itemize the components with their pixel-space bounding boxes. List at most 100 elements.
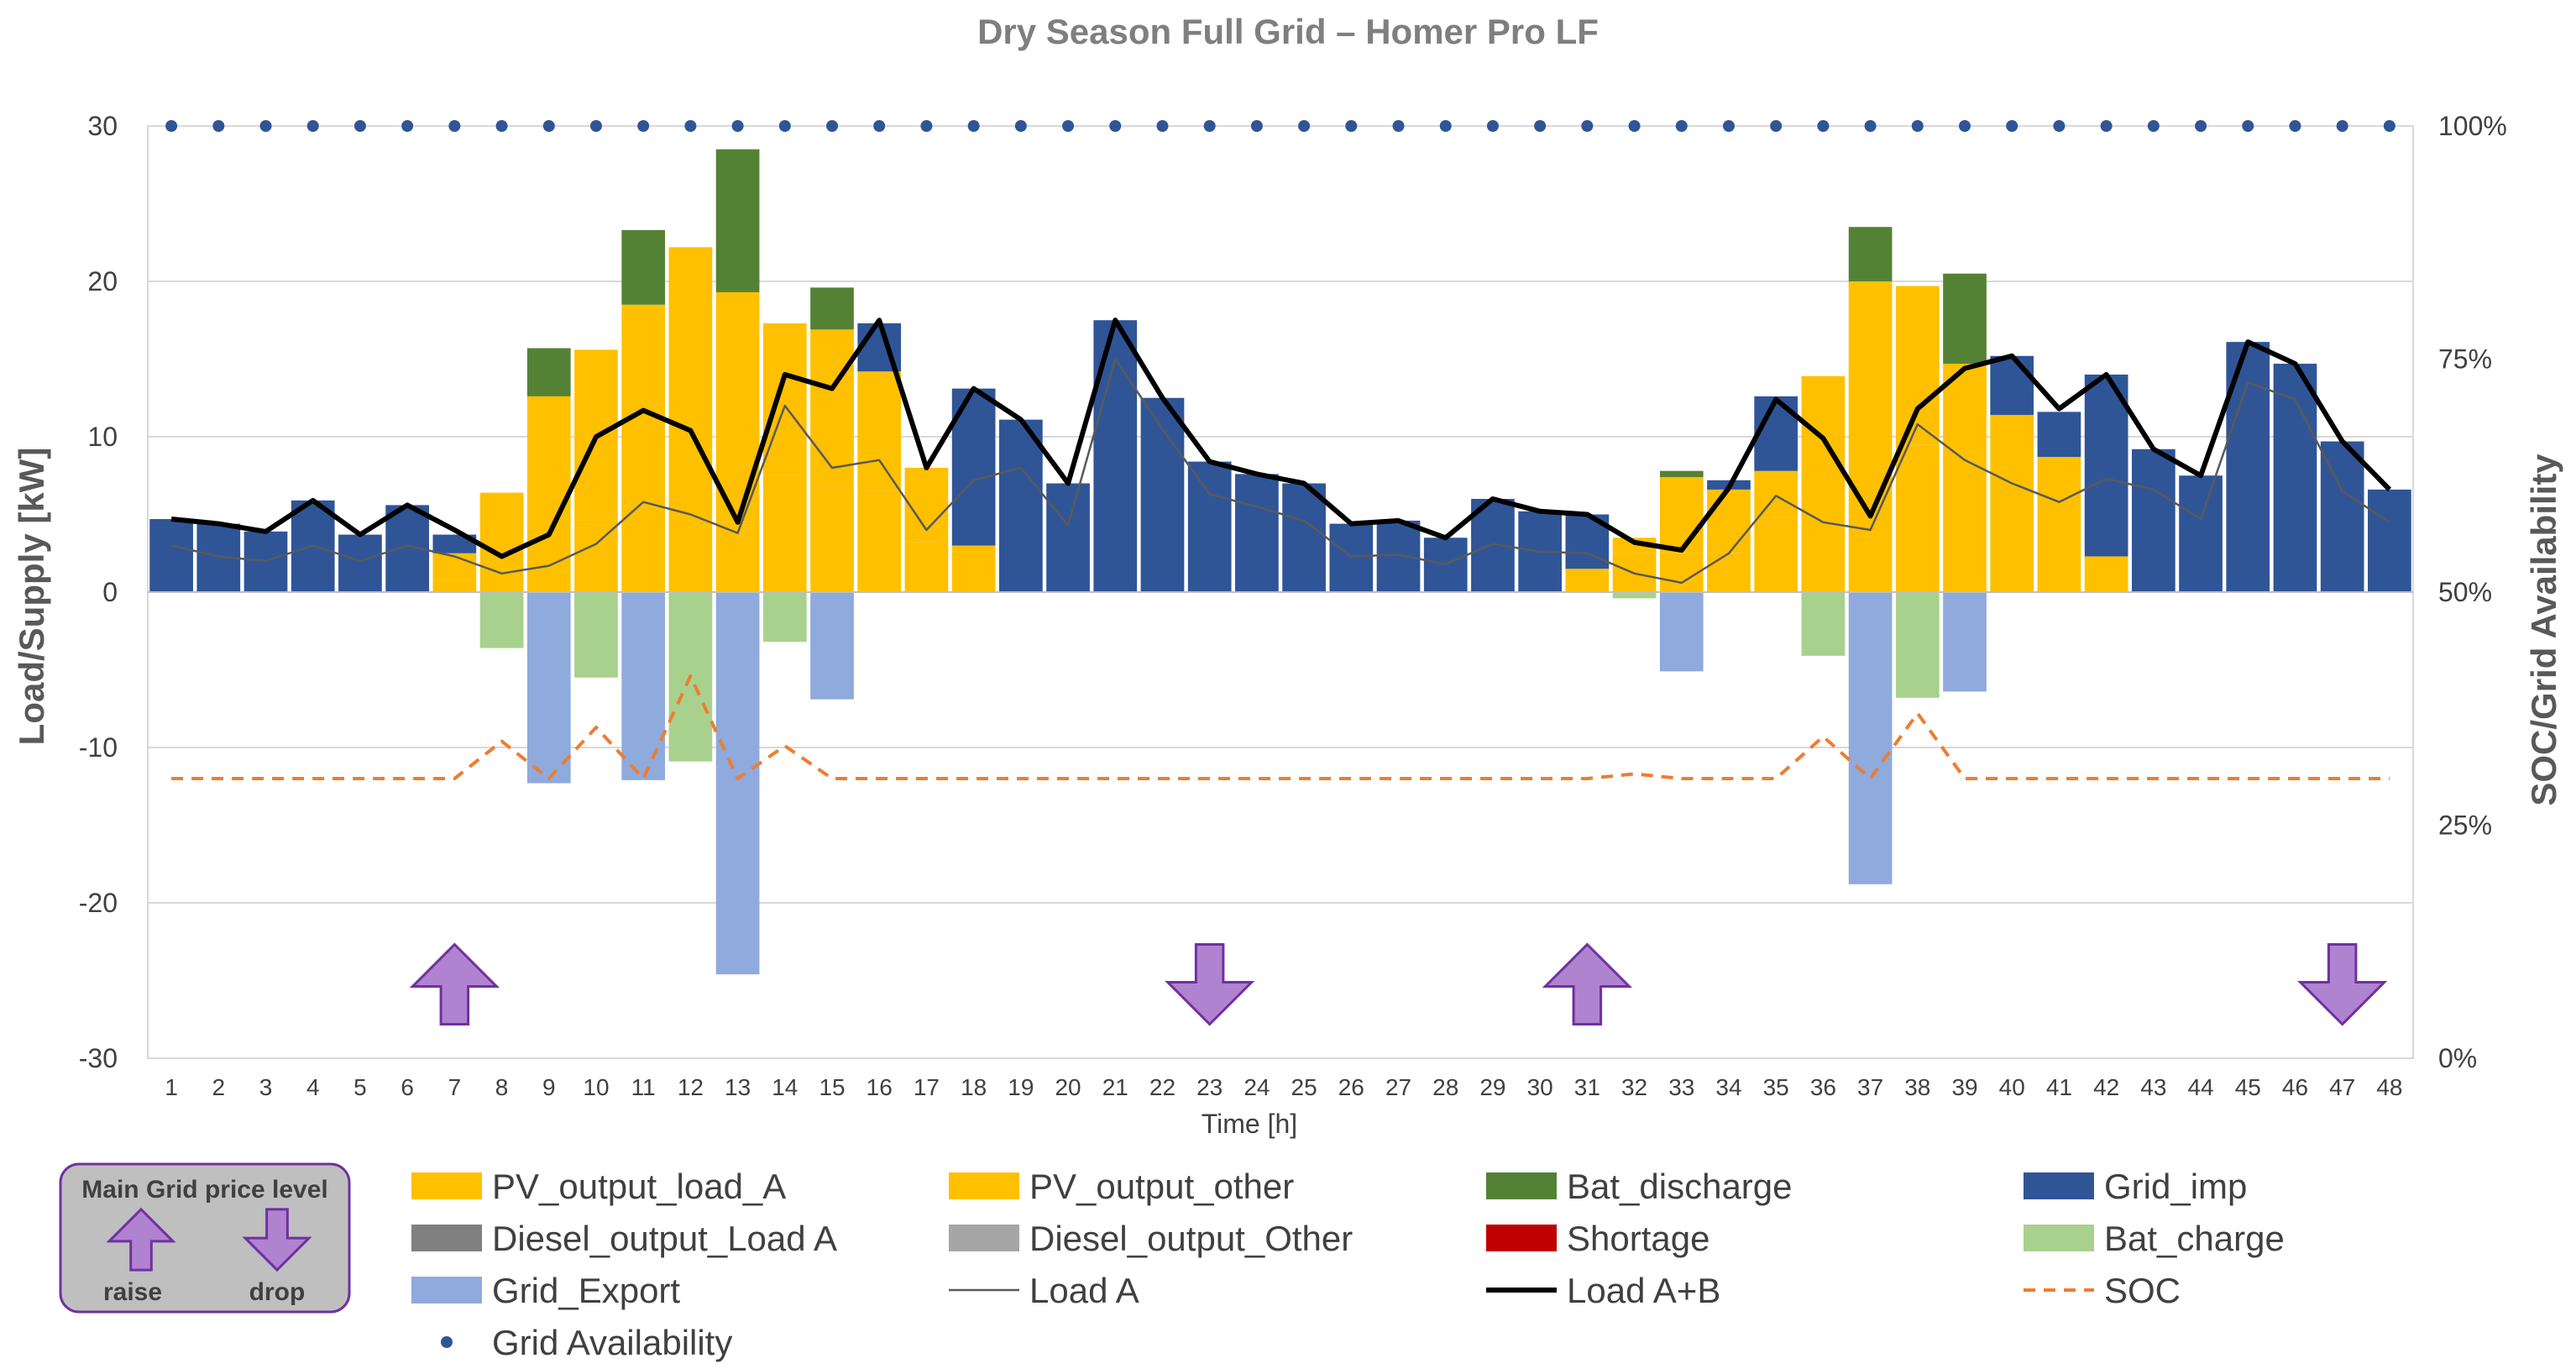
inset-box: [59, 1162, 351, 1314]
y2-tick-label: 50%: [2438, 577, 2492, 607]
x-tick-label: 12: [678, 1074, 704, 1100]
bar-pv-output-other: [1659, 477, 1704, 553]
bar-bat-discharge: [1848, 227, 1893, 281]
grid-availability-marker: [1062, 120, 1075, 132]
legend-label: SOC: [2104, 1271, 2181, 1310]
bar-pv-output-load-a: [762, 475, 807, 592]
grid-availability-marker: [1486, 120, 1499, 132]
grid-availability-marker: [2053, 120, 2066, 132]
legend-swatch: [411, 1277, 482, 1303]
x-tick-label: 14: [772, 1074, 798, 1100]
legend-label: Diesel_output_Other: [1029, 1219, 1353, 1258]
grid-availability-marker: [778, 120, 791, 132]
bar-grid-imp: [1990, 355, 2034, 416]
x-tick-label: 10: [583, 1074, 609, 1100]
legend-label: Shortage: [1567, 1219, 1709, 1258]
legend-swatch: [411, 1172, 482, 1199]
y2-axis-label: SOC/Grid Availability: [2524, 454, 2563, 806]
bar-pv-output-load-a: [1848, 545, 1893, 592]
bar-grid-imp: [1282, 483, 1326, 592]
x-tick-label: 33: [1668, 1074, 1694, 1100]
bar-pv-output-load-a: [810, 486, 854, 592]
legend-label: PV_output_load_A: [492, 1167, 786, 1206]
bar-pv-output-load-a: [621, 506, 666, 592]
inset-drop-arrow-icon: [242, 1208, 312, 1272]
bar-grid-export: [1943, 592, 1987, 692]
bar-pv-output-other: [1707, 489, 1751, 553]
legend-swatch: [1486, 1172, 1557, 1199]
grid-availability-marker: [873, 120, 886, 132]
bar-pv-output-load-a: [574, 520, 618, 592]
grid-availability-marker: [2383, 120, 2395, 132]
bar-pv-output-other: [810, 329, 854, 487]
inset-raise-label: raise: [103, 1278, 162, 1306]
x-tick-label: 8: [495, 1074, 509, 1100]
bar-pv-output-other: [1848, 281, 1893, 546]
grid-availability-marker: [967, 120, 980, 132]
legend-swatch: [411, 1225, 482, 1251]
x-tick-label: 34: [1715, 1074, 1741, 1100]
legend-swatch: [949, 1172, 1019, 1199]
bar-pv-output-other: [526, 396, 571, 535]
grid-availability-marker: [731, 120, 744, 132]
x-tick-label: 29: [1479, 1074, 1505, 1100]
x-tick-label: 44: [2187, 1074, 2213, 1100]
x-tick-label: 47: [2329, 1074, 2355, 1100]
price-level-inset: Main Grid price level raise drop: [59, 1162, 351, 1314]
y-tick-label: 20: [87, 266, 118, 296]
x-tick-label: 38: [1904, 1074, 1930, 1100]
x-tick-label: 17: [914, 1074, 940, 1100]
bar-pv-output-load-a: [668, 514, 713, 592]
price-drop-arrow-icon: [2297, 943, 2388, 1026]
bar-pv-output-other: [432, 553, 477, 580]
inset-title: Main Grid price level: [81, 1176, 327, 1204]
legend-item: Diesel_output_Load A: [411, 1219, 837, 1258]
grid-availability-marker: [1959, 120, 1971, 132]
bar-pv-output-other: [1754, 470, 1798, 518]
grid-availability-marker: [1817, 120, 1830, 132]
legend-item: Load A: [949, 1271, 1139, 1310]
grid-availability-marker: [353, 120, 366, 132]
bar-pv-output-load-a: [904, 542, 949, 592]
bar-grid-export: [1659, 592, 1704, 672]
bar-pv-output-other: [1990, 415, 2034, 468]
legend-item: Shortage: [1486, 1219, 1709, 1258]
x-tick-label: 16: [867, 1074, 893, 1100]
bar-grid-imp: [1187, 461, 1232, 592]
bar-grid-imp: [2273, 364, 2317, 592]
x-tick-label: 13: [725, 1074, 751, 1100]
bar-grid-export: [621, 592, 666, 780]
x-tick-label: 37: [1857, 1074, 1883, 1100]
line-soc: [171, 674, 2390, 780]
legend-label: Bat_discharge: [1567, 1167, 1793, 1206]
grid-availability-marker: [2100, 120, 2113, 132]
grid-availability-marker: [448, 120, 461, 132]
bar-grid-export: [526, 592, 571, 784]
bar-pv-output-load-a: [2084, 556, 2128, 592]
bar-pv-output-load-a: [526, 534, 571, 592]
grid-availability-marker: [165, 120, 178, 132]
legend-swatch: [1486, 1225, 1557, 1251]
grid-availability-marker: [1109, 120, 1122, 132]
grid-availability-marker: [1581, 120, 1594, 132]
bar-bat-discharge: [810, 287, 854, 330]
y-tick-label: -20: [79, 888, 118, 918]
x-tick-label: 7: [448, 1074, 462, 1100]
x-tick-label: 40: [1999, 1074, 2025, 1100]
x-tick-label: 45: [2235, 1074, 2261, 1100]
price-drop-arrow-icon: [1165, 943, 1255, 1026]
grid-availability-marker: [401, 120, 414, 132]
grid-availability-marker: [259, 120, 272, 132]
bar-bat-charge: [1612, 592, 1657, 599]
bar-bat-charge: [574, 592, 618, 678]
bar-grid-imp: [1376, 520, 1421, 592]
grid-availability-marker: [495, 120, 508, 132]
grid-availability-marker: [1628, 120, 1641, 132]
y-tick-label: 10: [87, 422, 118, 452]
x-tick-label: 4: [306, 1074, 320, 1100]
x-tick-label: 39: [1951, 1074, 1977, 1100]
grid-availability-marker: [1392, 120, 1405, 132]
bar-pv-output-other: [668, 247, 713, 515]
bar-grid-imp: [1140, 397, 1185, 592]
x-tick-label: 18: [961, 1074, 987, 1100]
